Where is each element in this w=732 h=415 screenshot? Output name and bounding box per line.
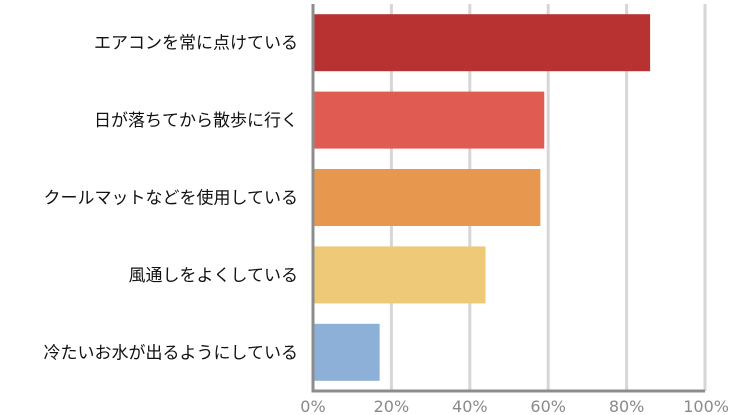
- x-tick-label-5: 100%: [683, 397, 729, 415]
- x-tick-label-3: 60%: [530, 397, 566, 415]
- x-tick-label-4: 80%: [609, 397, 645, 415]
- x-tick-label-1: 20%: [374, 397, 410, 415]
- x-tick-label-2: 40%: [452, 397, 488, 415]
- bar-4: [314, 246, 486, 304]
- category-label-4: 風通しをよくしている: [129, 266, 299, 286]
- bars: [314, 14, 651, 381]
- bar-3: [314, 169, 541, 226]
- category-label-5: 冷たいお水が出るようにしている: [44, 343, 299, 363]
- category-labels: エアコンを常に点けている日が落ちてから散歩に行くクールマットなどを使用している風…: [44, 34, 299, 364]
- category-label-2: 日が落ちてから散歩に行く: [94, 111, 298, 131]
- category-label-1: エアコンを常に点けている: [94, 34, 298, 54]
- bar-1: [314, 14, 651, 72]
- bar-2: [314, 91, 545, 149]
- x-tick-labels: 0% 20% 40% 60% 80% 100%: [300, 397, 729, 415]
- x-tick-label-0: 0%: [300, 397, 325, 415]
- bar-5: [314, 323, 380, 381]
- category-label-3: クールマットなどを使用している: [44, 188, 299, 209]
